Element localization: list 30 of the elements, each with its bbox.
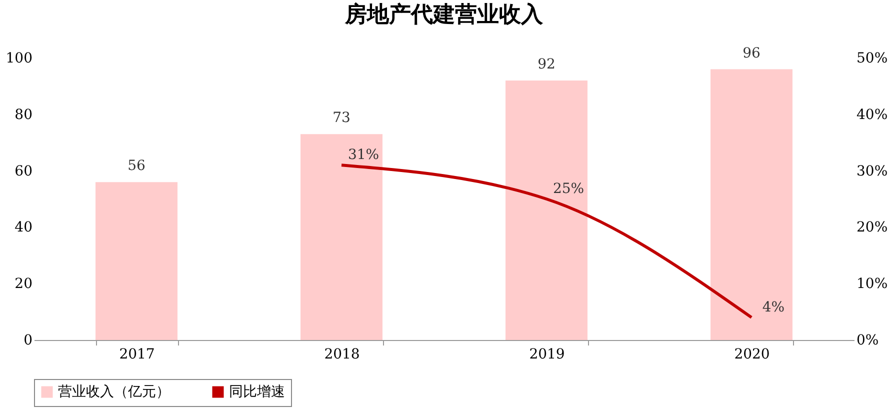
x-tick-label: 2018 — [324, 346, 360, 362]
bar — [96, 182, 178, 340]
y2-tick-label: 50% — [856, 50, 888, 66]
bar — [710, 69, 792, 340]
legend-label: 营业收入（亿元） — [58, 384, 170, 400]
y-tick-label: 100 — [6, 50, 32, 66]
y2-tick-label: 30% — [856, 163, 888, 180]
legend-label: 同比增速 — [229, 384, 285, 400]
data-label: 4% — [762, 299, 785, 316]
data-label: 73 — [332, 110, 350, 126]
x-tick-label: 2017 — [119, 346, 155, 362]
data-label: 31% — [348, 147, 380, 164]
y2-tick-label: 10% — [856, 276, 888, 292]
y-tick-label: 80 — [14, 106, 32, 123]
y-tick-label: 20 — [14, 276, 32, 292]
data-label: 56 — [128, 158, 146, 174]
bar — [300, 134, 382, 340]
data-label: 25% — [552, 181, 584, 197]
bar — [506, 80, 588, 340]
data-label: 92 — [538, 56, 556, 73]
x-tick-label: 2020 — [734, 346, 770, 362]
x-tick-label: 2019 — [529, 346, 565, 362]
y-tick-label: 60 — [14, 163, 32, 180]
y2-tick-label: 0% — [856, 332, 879, 348]
y-tick-label: 40 — [14, 220, 32, 236]
y-tick-label: 0 — [24, 332, 32, 348]
data-label: 96 — [742, 45, 760, 62]
y2-tick-label: 20% — [856, 220, 888, 236]
chart-title: 房地产代建营业收入 — [344, 1, 544, 28]
y2-tick-label: 40% — [856, 106, 888, 123]
